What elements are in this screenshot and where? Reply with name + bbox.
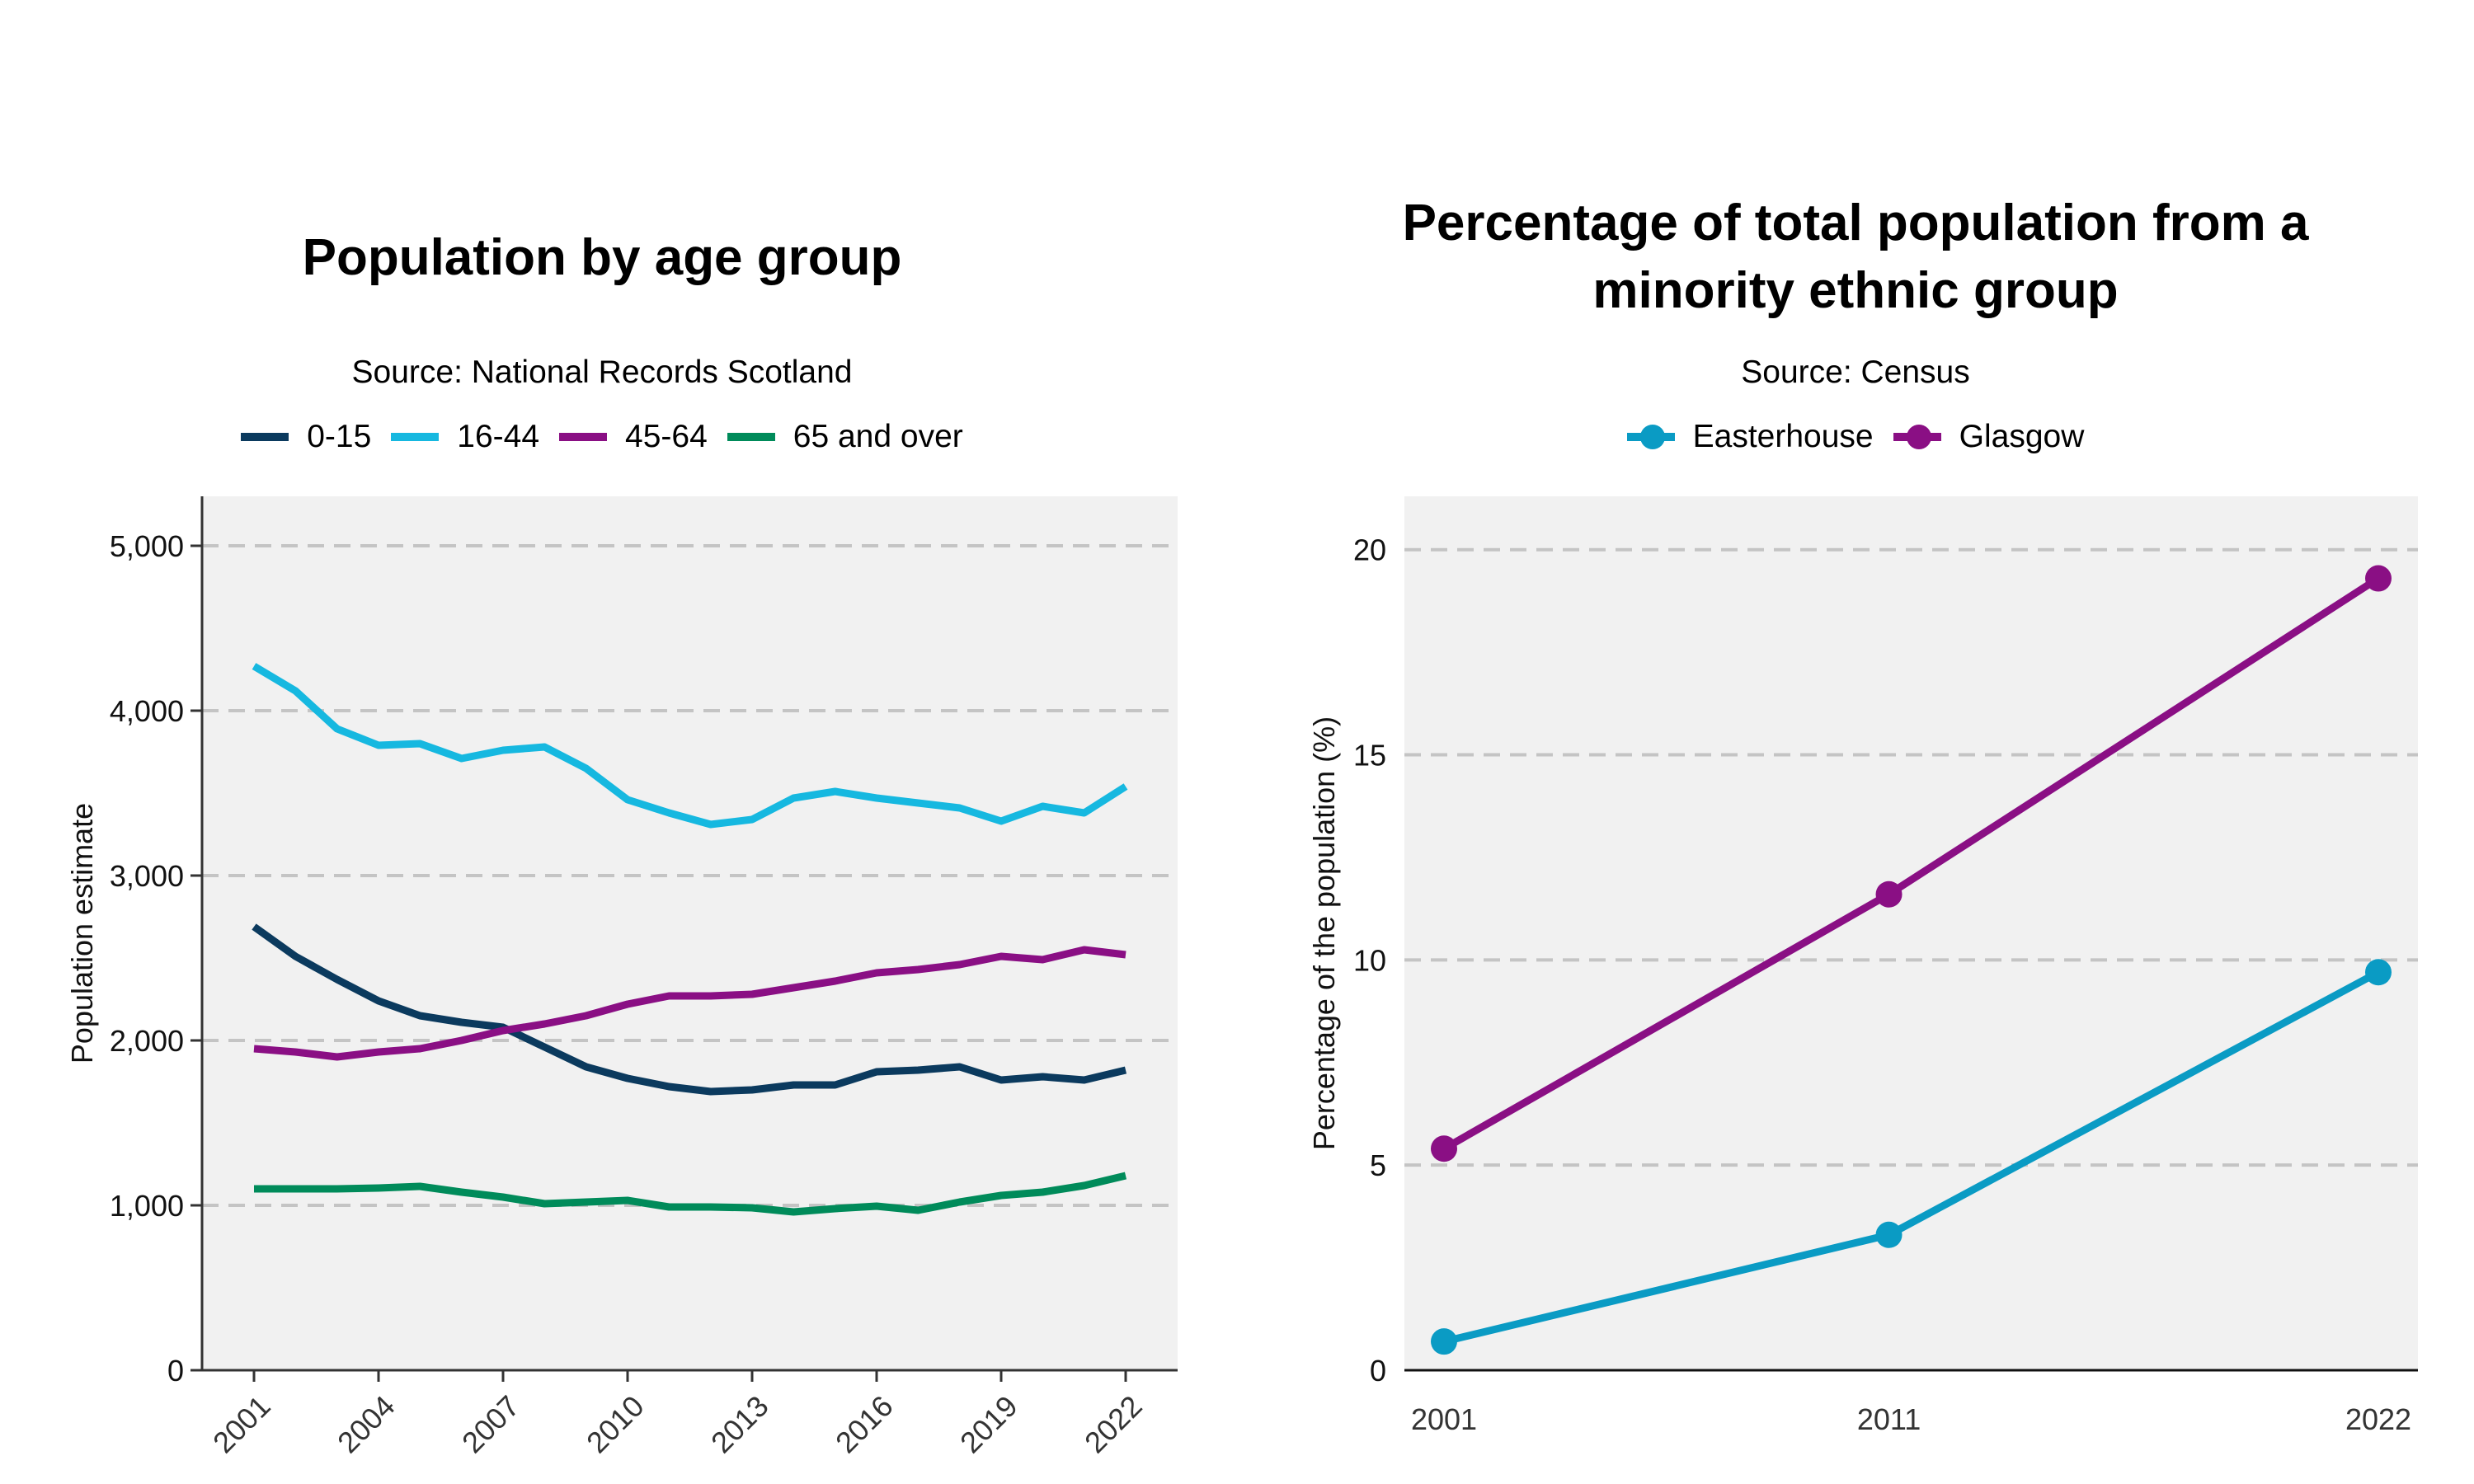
legend-swatch (727, 433, 775, 441)
x-tick-label: 2016 (829, 1389, 900, 1460)
series-line-0-15 (252, 923, 1127, 1096)
x-tick-label: 2001 (1411, 1402, 1477, 1436)
data-point-glasgow (1431, 1135, 1457, 1162)
legend-label: 0-15 (307, 419, 372, 454)
x-tick-label: 2007 (455, 1389, 526, 1460)
chart-subtitle: Source: National Records Scotland (351, 355, 853, 390)
y-tick-label: 3,000 (110, 859, 184, 893)
y-tick-label: 5,000 (110, 529, 184, 563)
chart-subtitle: Source: Census (1741, 355, 1970, 390)
data-point-glasgow (2365, 565, 2392, 592)
legend: 0-15 16-44 45-64 65 and over (0, 419, 1204, 455)
legend-swatch (1893, 425, 1941, 449)
chart-title: Population by age group (302, 229, 902, 286)
data-point-easterhouse (1431, 1328, 1457, 1355)
legend: Easterhouse Glasgow (1237, 419, 2474, 455)
y-tick-label: 10 (1353, 943, 1386, 977)
y-tick-label: 5 (1370, 1148, 1386, 1182)
y-tick-label: 20 (1353, 533, 1386, 567)
legend-item-16-44: 16-44 (391, 419, 539, 455)
x-tick-label: 2001 (206, 1389, 277, 1460)
y-tick-label: 4,000 (110, 694, 184, 728)
population-by-age-chart: Population by age group Source: National… (0, 0, 1204, 1484)
chart-title-line-2: minority ethnic group (1592, 262, 2119, 319)
legend-swatch (391, 433, 440, 441)
series-line-16-44 (252, 663, 1128, 829)
plot-background (202, 496, 1178, 1370)
legend-label: 65 and over (793, 419, 963, 454)
x-tick-label: 2010 (580, 1389, 651, 1460)
data-point-easterhouse (1875, 1221, 1903, 1248)
x-tick-label: 2011 (1857, 1402, 1921, 1436)
legend-label: 16-44 (457, 419, 540, 454)
chart-title-line-1: Percentage of total population from a (1402, 195, 2309, 251)
legend-item-0-15: 0-15 (241, 419, 371, 455)
series-line-45-64 (253, 946, 1126, 1061)
legend-item-65-and-over: 65 and over (727, 419, 963, 455)
y-axis-label: Percentage of the population (%) (1307, 716, 1341, 1150)
legend-item-glasgow: Glasgow (1893, 419, 2085, 455)
legend-label: Glasgow (1959, 419, 2085, 454)
legend-item-easterhouse: Easterhouse (1626, 419, 1874, 455)
x-tick-label: 2019 (953, 1389, 1024, 1460)
y-tick-label: 15 (1353, 739, 1386, 773)
legend-swatch (1626, 425, 1675, 449)
y-tick-label: 2,000 (110, 1024, 184, 1058)
chart-title: Percentage of total population from a mi… (1237, 190, 2474, 325)
legend-swatch (241, 433, 289, 441)
legend-swatch (559, 433, 608, 441)
y-tick-label: 0 (167, 1354, 184, 1388)
y-tick-label: 1,000 (110, 1189, 184, 1223)
plot-background (1404, 496, 2418, 1370)
x-tick-label: 2004 (331, 1389, 402, 1460)
y-axis-label: Population estimate (65, 803, 99, 1064)
x-tick-label: 2013 (704, 1389, 775, 1460)
series-line-65-and-over (254, 1172, 1127, 1216)
legend-label: Easterhouse (1692, 419, 1874, 454)
x-tick-label: 2022 (2345, 1402, 2411, 1436)
y-tick-label: 0 (1370, 1354, 1386, 1388)
data-point-glasgow (1875, 881, 1903, 908)
legend-item-45-64: 45-64 (559, 419, 708, 455)
legend-label: 45-64 (625, 419, 708, 454)
minority-ethnic-chart: Percentage of total population from a mi… (1237, 0, 2474, 1484)
x-tick-label: 2022 (1078, 1389, 1149, 1460)
plot-area: 0 5 10 15 20 2001 2011 2022 Percentage of the po… (1307, 496, 2418, 1436)
data-point-easterhouse (2365, 959, 2392, 986)
plot-area: 0 1,000 2,000 3,000 4,000 5,000 2001 2004 2007 20… (65, 496, 1178, 1460)
